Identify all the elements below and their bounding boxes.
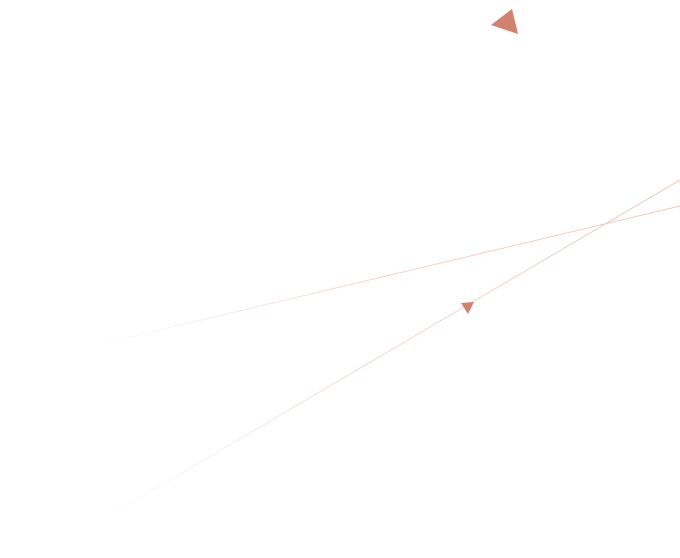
upper-diagonal-line [79,205,680,350]
large-triangle-marker [491,9,518,34]
lower-diagonal-line [89,179,680,528]
small-triangle-marker [461,302,474,314]
